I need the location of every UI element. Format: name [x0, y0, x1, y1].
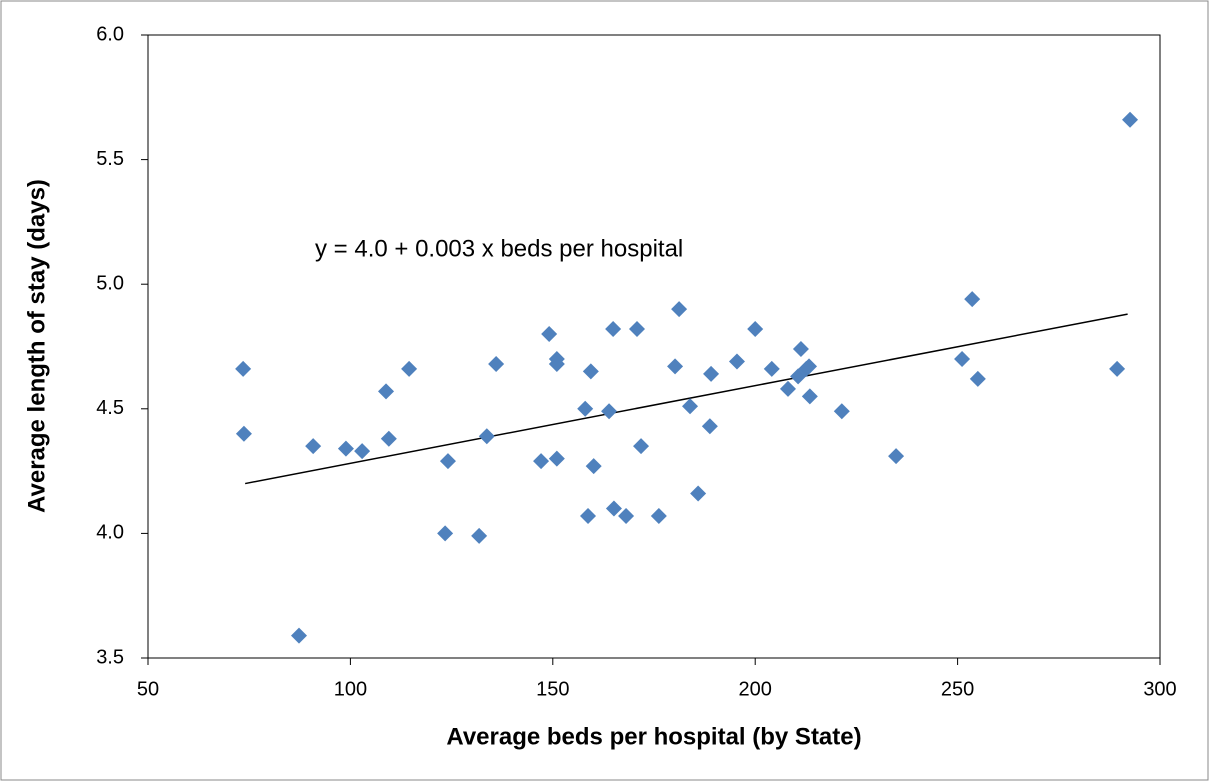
- data-point: [728, 353, 745, 370]
- data-point: [488, 355, 505, 372]
- y-tick-label: 4.5: [96, 397, 124, 419]
- data-point: [1122, 111, 1139, 128]
- x-tick-label: 150: [536, 678, 569, 700]
- data-point: [577, 400, 594, 417]
- data-point: [703, 365, 720, 382]
- data-point: [779, 380, 796, 397]
- data-point: [833, 403, 850, 420]
- y-tick-label: 6.0: [96, 23, 124, 45]
- data-point: [585, 458, 602, 475]
- x-tick-label: 200: [739, 678, 772, 700]
- data-point: [541, 326, 558, 343]
- data-point: [628, 321, 645, 338]
- x-tick-label: 100: [334, 678, 367, 700]
- data-point: [667, 358, 684, 375]
- y-tick-label: 3.5: [96, 646, 124, 668]
- data-point: [337, 440, 354, 457]
- trend-line: [245, 313, 1128, 485]
- data-point: [439, 453, 456, 470]
- data-point: [650, 507, 667, 524]
- data-point: [671, 301, 688, 318]
- data-point: [1109, 360, 1126, 377]
- data-point: [763, 360, 780, 377]
- data-point: [580, 507, 597, 524]
- data-point: [548, 355, 565, 372]
- plot-area: [147, 34, 1161, 659]
- y-tick-label: 4.0: [96, 522, 124, 544]
- x-tick-label: 50: [137, 678, 159, 700]
- data-point: [954, 350, 971, 367]
- data-point: [801, 358, 818, 375]
- x-tick-label: 300: [1143, 678, 1176, 700]
- data-point: [471, 527, 488, 544]
- data-point: [582, 363, 599, 380]
- data-point: [682, 398, 699, 415]
- data-point: [690, 485, 707, 502]
- data-point: [801, 388, 818, 405]
- data-point: [633, 438, 650, 455]
- data-point: [747, 321, 764, 338]
- data-point: [601, 403, 618, 420]
- data-point: [701, 418, 718, 435]
- data-point: [478, 428, 495, 445]
- data-point: [888, 448, 905, 465]
- data-point: [378, 383, 395, 400]
- data-point: [305, 438, 322, 455]
- data-point: [605, 321, 622, 338]
- data-point: [605, 500, 622, 517]
- data-point: [548, 450, 565, 467]
- data-point: [290, 627, 307, 644]
- data-point: [533, 453, 550, 470]
- data-point: [401, 360, 418, 377]
- data-point: [618, 507, 635, 524]
- data-point: [792, 340, 809, 357]
- data-point: [235, 425, 252, 442]
- annotation: y = 4.0 + 0.003 x beds per hospital: [315, 235, 683, 262]
- x-tick-label: 250: [941, 678, 974, 700]
- y-tick-label: 5.0: [96, 272, 124, 294]
- data-point: [235, 360, 252, 377]
- data-point: [964, 291, 981, 308]
- data-point: [354, 443, 371, 460]
- data-point: [437, 525, 454, 542]
- x-axis-title: Average beds per hospital (by State): [446, 723, 861, 750]
- y-axis-title: Average length of stay (days): [23, 179, 50, 513]
- data-point: [969, 370, 986, 387]
- y-tick-label: 5.5: [96, 148, 124, 170]
- data-point: [380, 430, 397, 447]
